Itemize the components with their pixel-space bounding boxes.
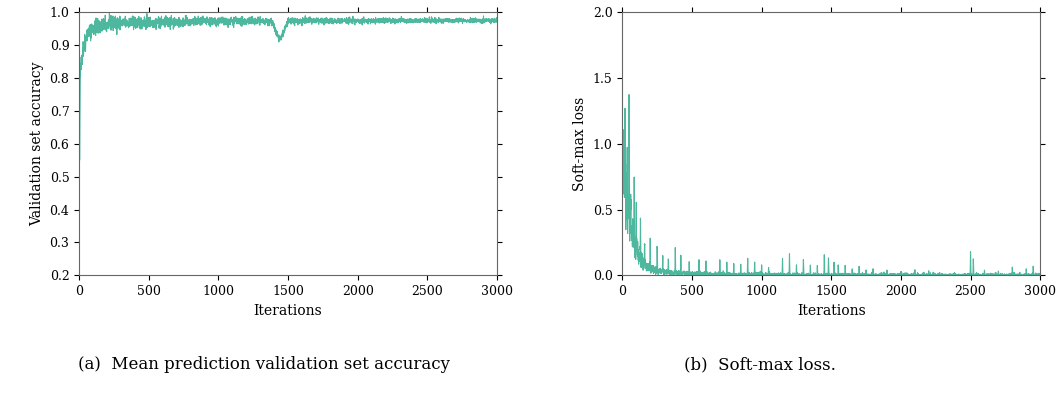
X-axis label: Iterations: Iterations — [253, 304, 322, 318]
Y-axis label: Validation set accuracy: Validation set accuracy — [30, 62, 44, 226]
Text: (a)  Mean prediction validation set accuracy: (a) Mean prediction validation set accur… — [78, 356, 450, 373]
X-axis label: Iterations: Iterations — [797, 304, 866, 318]
Y-axis label: Soft-max loss: Soft-max loss — [573, 97, 587, 191]
Text: (b)  Soft-max loss.: (b) Soft-max loss. — [684, 356, 836, 373]
